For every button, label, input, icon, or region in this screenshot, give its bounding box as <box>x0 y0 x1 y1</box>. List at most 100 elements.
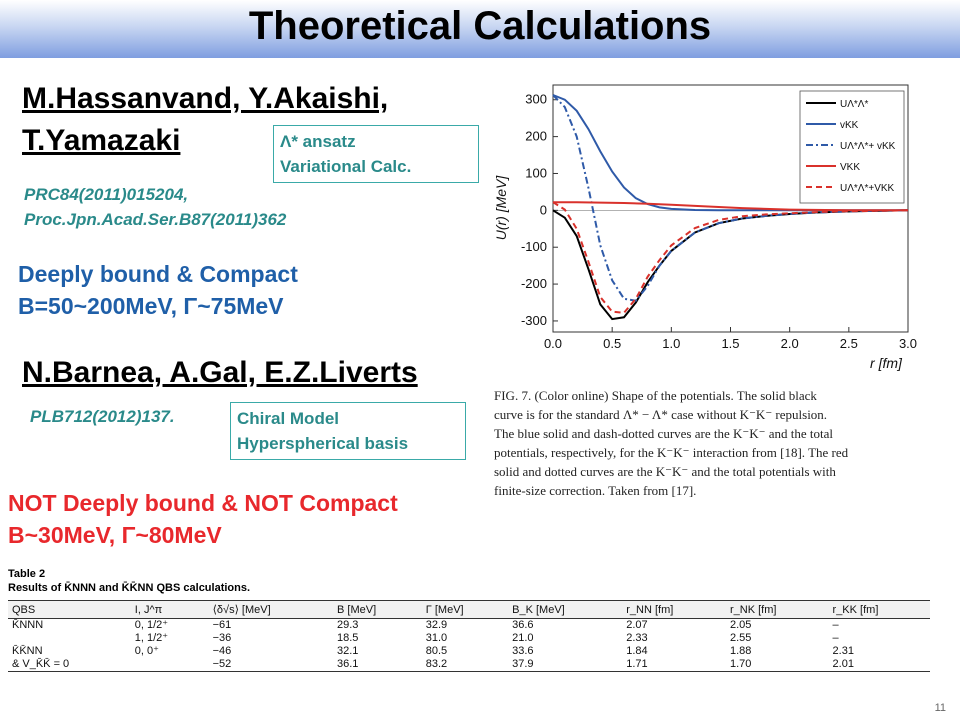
table-header-row: QBS I, J^π ⟨δ√s⟩ [MeV] B [MeV] Γ [MeV] B… <box>8 600 930 619</box>
table-row: & V_K̄K̄ = 0 −52 36.1 83.2 37.9 1.71 1.7… <box>8 658 930 672</box>
legend-label: UΛ*Λ*+ vKK <box>840 141 896 152</box>
reference-2: PLB712(2012)137. <box>30 407 175 426</box>
series-line <box>553 201 908 212</box>
col-rnk: r_NK [fm] <box>725 600 829 619</box>
potential-chart: 0.0 0.5 1.0 1.5 2.0 2.5 3.0 300 200 100 0 -100 -200 -… <box>493 84 917 371</box>
authors-barnea: N.Barnea, A.Gal, E.Z.Liverts <box>22 356 418 389</box>
x-tick-label: 3.0 <box>899 336 917 351</box>
table-cell: −52 <box>208 658 333 672</box>
result-2-line2: B~30MeV, Γ~80MeV <box>8 522 222 548</box>
table-cell: 1, 1/2⁺ <box>134 632 169 644</box>
col-ij: I, J^π <box>130 600 209 619</box>
title-band <box>0 0 960 58</box>
table-cell: 37.9 <box>508 658 623 672</box>
table-cell: 83.2 <box>421 658 509 672</box>
method-box-2-line2: Hyperspherical basis <box>237 434 409 453</box>
caption-line: The blue solid and dash-dotted curves ar… <box>494 426 833 441</box>
figure-caption: FIG. 7. (Color online) Shape of the pote… <box>494 386 934 500</box>
result-1: Deeply bound & Compact B=50~200MeV, Γ~75… <box>18 258 298 322</box>
table-row: K̄NNN 0, 1/2⁺ −61 29.3 32.9 36.6 2.07 2.… <box>8 619 930 633</box>
y-tick-label: -100 <box>521 239 547 254</box>
series-line <box>552 201 909 314</box>
table-cell: 29.3 <box>337 619 359 631</box>
table-cell: & V_K̄K̄ = 0 <box>8 658 131 672</box>
table-cell: 1.88 <box>729 645 752 657</box>
table-cell: 1.84 <box>626 645 648 657</box>
table-cell: 21.0 <box>512 632 534 644</box>
table-title: Results of K̄NNN and K̄K̄NN QBS calculat… <box>8 582 251 594</box>
table-cell <box>8 632 131 645</box>
caption-line: finite-size correction. Taken from [17]. <box>494 483 697 498</box>
method-box-2-line1: Chiral Model <box>237 409 340 428</box>
x-tick-label: 1.5 <box>721 336 739 351</box>
table-cell: 2.07 <box>626 619 648 631</box>
table-cell: 0, 0⁺ <box>134 645 159 657</box>
x-tick-label: 2.5 <box>840 336 858 351</box>
caption-line: curve is for the standard Λ* − Λ* case w… <box>494 407 828 422</box>
legend-box <box>799 90 905 204</box>
table-cell: 2.31 <box>832 645 854 657</box>
table-cell: 32.1 <box>337 645 359 657</box>
col-rkk: r_KK [fm] <box>828 600 930 619</box>
table-cell: 32.9 <box>425 619 448 631</box>
table-cell: 2.05 <box>729 619 752 631</box>
col-rnn: r_NN [fm] <box>622 600 726 619</box>
table-cell: 33.6 <box>512 645 534 657</box>
qbs-table: QBS I, J^π ⟨δ√s⟩ [MeV] B [MeV] Γ [MeV] B… <box>8 600 930 672</box>
series-line <box>552 209 909 321</box>
method-box-1-line2: Variational Calc. <box>280 157 412 176</box>
col-b: B [MeV] <box>333 600 422 619</box>
legend-label: VKK <box>840 162 860 173</box>
reference-1: PRC84(2011)015204, Proc.Jpn.Acad.Ser.B87… <box>24 182 286 232</box>
table-cell: 36.6 <box>512 619 534 631</box>
result-1-line2: B=50~200MeV, Γ~75MeV <box>18 293 284 319</box>
x-axis-label: r [fm] <box>870 355 903 371</box>
table-cell: 2.01 <box>828 658 930 672</box>
y-tick-label: -300 <box>521 313 547 328</box>
x-tick-label: 1.0 <box>662 336 680 351</box>
table-cell: 1.71 <box>622 658 726 672</box>
series-line <box>552 94 909 302</box>
caption-line: potentials, respectively, for the K⁻K⁻ i… <box>494 445 849 460</box>
page-number: 11 <box>934 702 946 714</box>
table-cell: K̄NNN <box>12 619 44 631</box>
y-tick-label: 200 <box>525 129 547 144</box>
slide-title: Theoretical Calculations <box>248 4 712 48</box>
table-cell: – <box>832 632 839 644</box>
authors-hassanvand: M.Hassanvand, Y.Akaishi, <box>22 82 389 115</box>
caption-line: solid and dotted curves are the K⁻K⁻ and… <box>494 464 836 479</box>
col-dsqrt: ⟨δ√s⟩ [MeV] <box>208 600 333 619</box>
table-cell: 36.1 <box>333 658 422 672</box>
method-box-2: Chiral Model Hyperspherical basis <box>230 402 466 460</box>
y-tick-label: 0 <box>540 202 547 217</box>
table-cell: 1.70 <box>725 658 829 672</box>
caption-line: FIG. 7. (Color online) Shape of the pote… <box>494 388 817 403</box>
table-cell: −61 <box>212 619 232 631</box>
x-tick-label: 0.0 <box>544 336 562 351</box>
col-bk: B_K [MeV] <box>508 600 623 619</box>
col-qbs: QBS <box>8 600 131 619</box>
y-tick-label: 100 <box>525 165 547 180</box>
method-box-1-line1: Λ* ansatz <box>280 132 356 151</box>
table-cell: K̄K̄NN <box>12 645 43 657</box>
table-cell: – <box>832 619 839 631</box>
table-row: K̄K̄NN 0, 0⁺ −46 32.1 80.5 33.6 1.84 1.8… <box>8 645 930 658</box>
x-tick-label: 2.0 <box>781 336 799 351</box>
method-box-1: Λ* ansatz Variational Calc. <box>273 125 479 183</box>
y-axis-label: U(r) [MeV] <box>493 175 509 241</box>
result-2: NOT Deeply bound & NOT Compact B~30MeV, … <box>8 487 398 551</box>
x-tick-label: 0.5 <box>603 336 621 351</box>
result-2-line1: NOT Deeply bound & NOT Compact <box>8 490 398 516</box>
result-1-line1: Deeply bound & Compact <box>18 261 298 287</box>
legend-label: UΛ*Λ*+VKK <box>840 183 895 194</box>
table-label: Table 2 <box>8 568 46 580</box>
y-tick-label: -200 <box>521 276 547 291</box>
table-cell: 2.55 <box>729 632 752 644</box>
table-cell <box>130 658 209 672</box>
legend-label: vKK <box>840 120 859 131</box>
table-cell: −36 <box>212 632 232 644</box>
col-gamma: Γ [MeV] <box>421 600 509 619</box>
legend-label: UΛ*Λ* <box>840 99 868 110</box>
table-cell: 18.5 <box>337 632 359 644</box>
table-row: 1, 1/2⁺ −36 18.5 31.0 21.0 2.33 2.55 – <box>8 632 930 645</box>
